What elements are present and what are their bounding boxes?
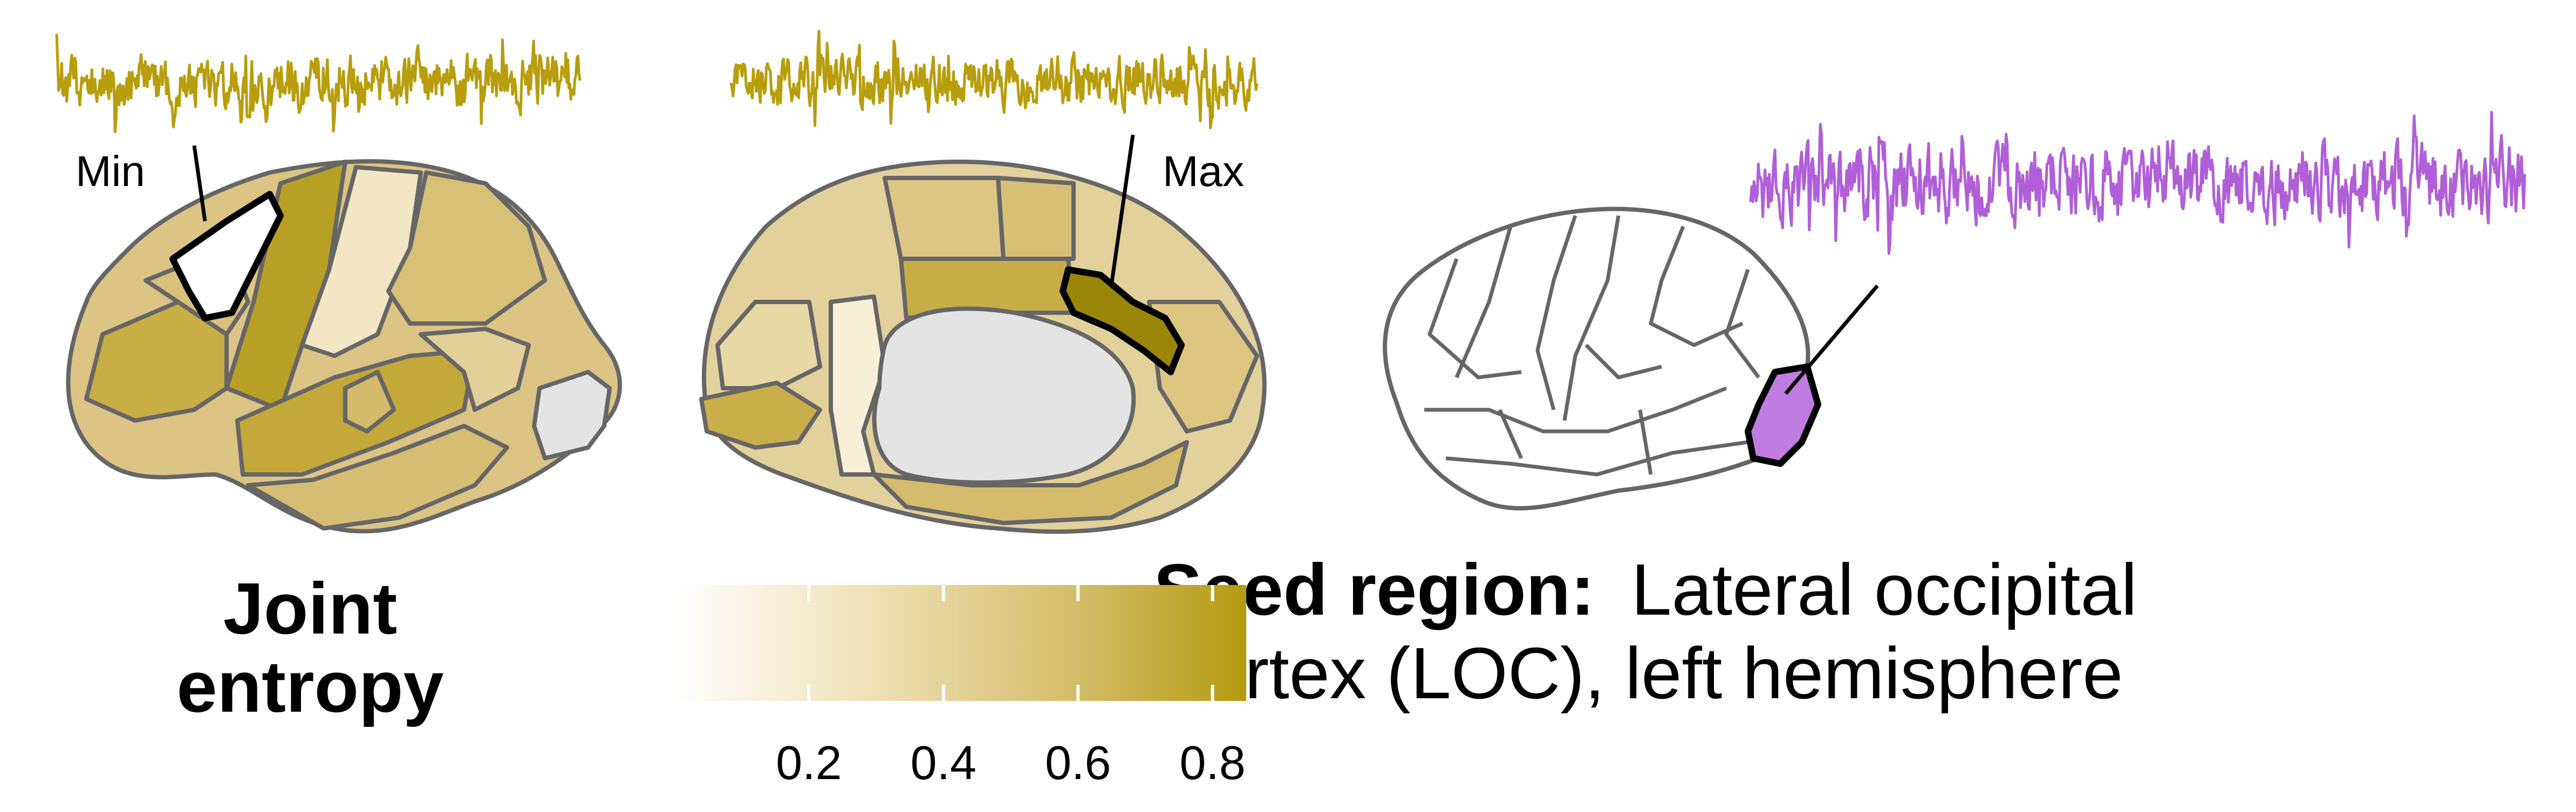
colorbar-tick-label: 0.6 [1045,736,1111,789]
signal-trace-seed [1749,111,2526,255]
seed-brain [1383,207,1879,511]
medial-region-precuneus [996,176,1076,261]
medial-region-frontal-pole [715,300,822,390]
medial-region-orbitofrontal [699,381,822,450]
signal-trace-left [55,33,582,133]
medial-region-subgenual [829,294,887,477]
seed-region-loc [1745,363,1821,467]
lateral-brain-entropy: Min [66,145,622,534]
min-label: Min [76,147,145,195]
medial-region-superior-frontal [883,176,1006,261]
lateral-region-temporal-inf [246,424,509,531]
colorbar-tick-label: 0.2 [776,736,842,789]
signal-trace-middle [729,30,1259,129]
lateral-region-precentral [224,160,347,412]
seed-pointer-line [1784,284,1879,395]
lateral-region-insula [343,370,396,433]
medial-brain-entropy: Max [699,134,1267,534]
min-region [169,191,284,321]
joint-entropy-title-line2: entropy [176,646,443,727]
colorbar-tick-label: 0.8 [1179,736,1245,789]
lateral-region-postcentral [300,165,423,358]
min-pointer-line [192,145,207,222]
seed-title-line2: cortex (LOC), left hemisphere [1168,632,2123,714]
seed-title-line1: Seed region: Lateral occipital [1153,549,2137,630]
lateral-region-supramarginal [419,327,531,412]
seed-title-rest: Lateral occipital [1631,549,2137,630]
lateral-region-occipital [532,370,612,460]
seed-brain-outline [1383,207,1810,511]
medial-region-fusiform [872,440,1189,525]
lateral-region-parietal [386,170,547,326]
colorbar: 0.2 0.4 0.6 0.8 [674,585,1246,789]
colorbar-gradient [674,585,1246,701]
seed-brain-sulci [1424,215,1760,477]
medial-wall [872,306,1136,485]
joint-entropy-title-line1: Joint [223,568,397,649]
max-pointer-line [1109,134,1135,286]
colorbar-tick-label: 0.4 [911,736,976,789]
colorbar-ticks: 0.2 0.4 0.6 0.8 [776,585,1246,789]
max-region [1060,266,1185,375]
max-label: Max [1163,147,1244,195]
